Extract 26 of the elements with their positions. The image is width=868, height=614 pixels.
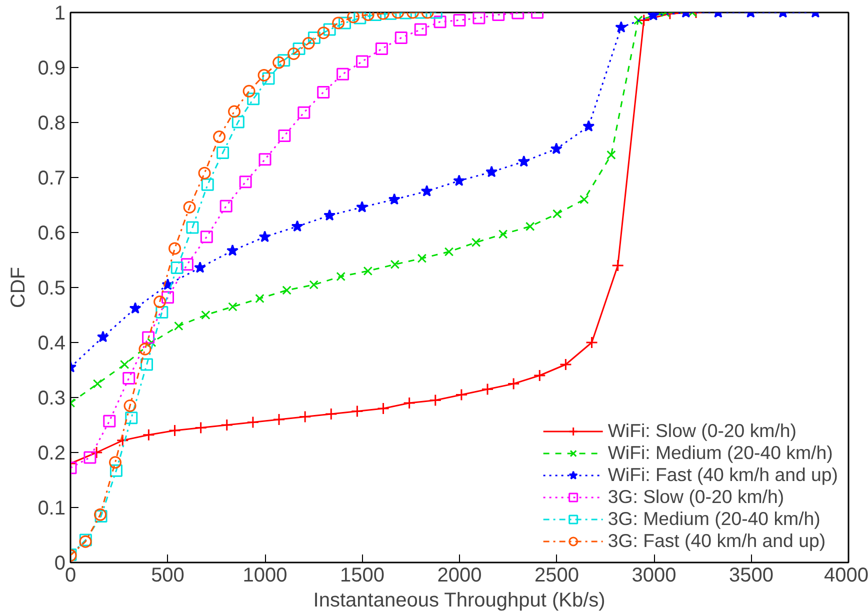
- legend-label: 3G: Slow (0-20 km/h): [608, 486, 784, 508]
- legend-label: 3G: Medium (20-40 km/h): [608, 508, 820, 530]
- y-tick-label: 0.7: [38, 168, 66, 190]
- legend-label: WiFi: Slow (0-20 km/h): [608, 420, 796, 442]
- x-tick-label: 1000: [242, 564, 288, 586]
- x-axis-title: Instantaneous Throughput (Kb/s): [313, 590, 606, 612]
- y-tick-label: 0.9: [38, 58, 66, 80]
- y-tick-label: 0.6: [38, 222, 66, 244]
- y-tick-label: 0.5: [38, 278, 66, 300]
- x-tick-label: 1500: [340, 564, 385, 586]
- x-tick-label: 2500: [534, 564, 580, 586]
- x-tick-label: 500: [151, 564, 184, 586]
- y-tick-label: 0.1: [38, 498, 66, 520]
- y-tick-label: 1: [54, 2, 66, 24]
- y-tick-label: 0.8: [38, 112, 66, 134]
- x-tick-label: 3000: [632, 564, 676, 586]
- legend-label: 3G: Fast (40 km/h and up): [608, 530, 826, 552]
- x-tick-label: 4000: [824, 564, 868, 586]
- legend-label: WiFi: Fast (40 km/h and up): [608, 464, 838, 486]
- x-tick-label: 2000: [437, 564, 482, 586]
- y-tick-label: 0.4: [38, 332, 66, 354]
- x-tick-label: 3500: [729, 564, 774, 586]
- y-tick-label: 0.2: [38, 442, 66, 464]
- legend-label: WiFi: Medium (20-40 km/h): [608, 442, 833, 464]
- y-tick-label: 0.3: [38, 388, 66, 410]
- y-axis-title: CDF: [8, 266, 30, 308]
